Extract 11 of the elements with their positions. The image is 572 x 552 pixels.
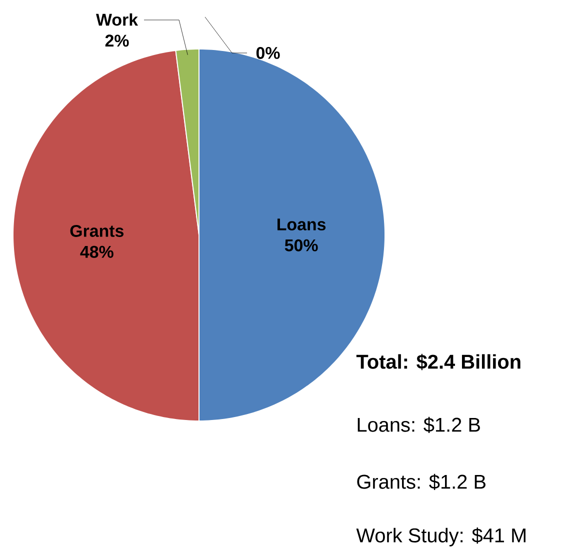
text: Work Study: $41 M (356, 528, 526, 546)
text: Loans: $1.2 B (358, 416, 480, 434)
slice-label: Work (96, 13, 138, 26)
text: 0% (256, 46, 280, 59)
data-label: 48% (80, 246, 114, 258)
data-label: 2% (105, 34, 129, 47)
slice-label: Grants (70, 224, 124, 237)
text: Grants: $1.2 B (357, 474, 486, 490)
text: Total: $2.4 Billion (356, 354, 520, 370)
slice-label: Loans (278, 218, 326, 230)
data-label: 50% (284, 239, 318, 252)
